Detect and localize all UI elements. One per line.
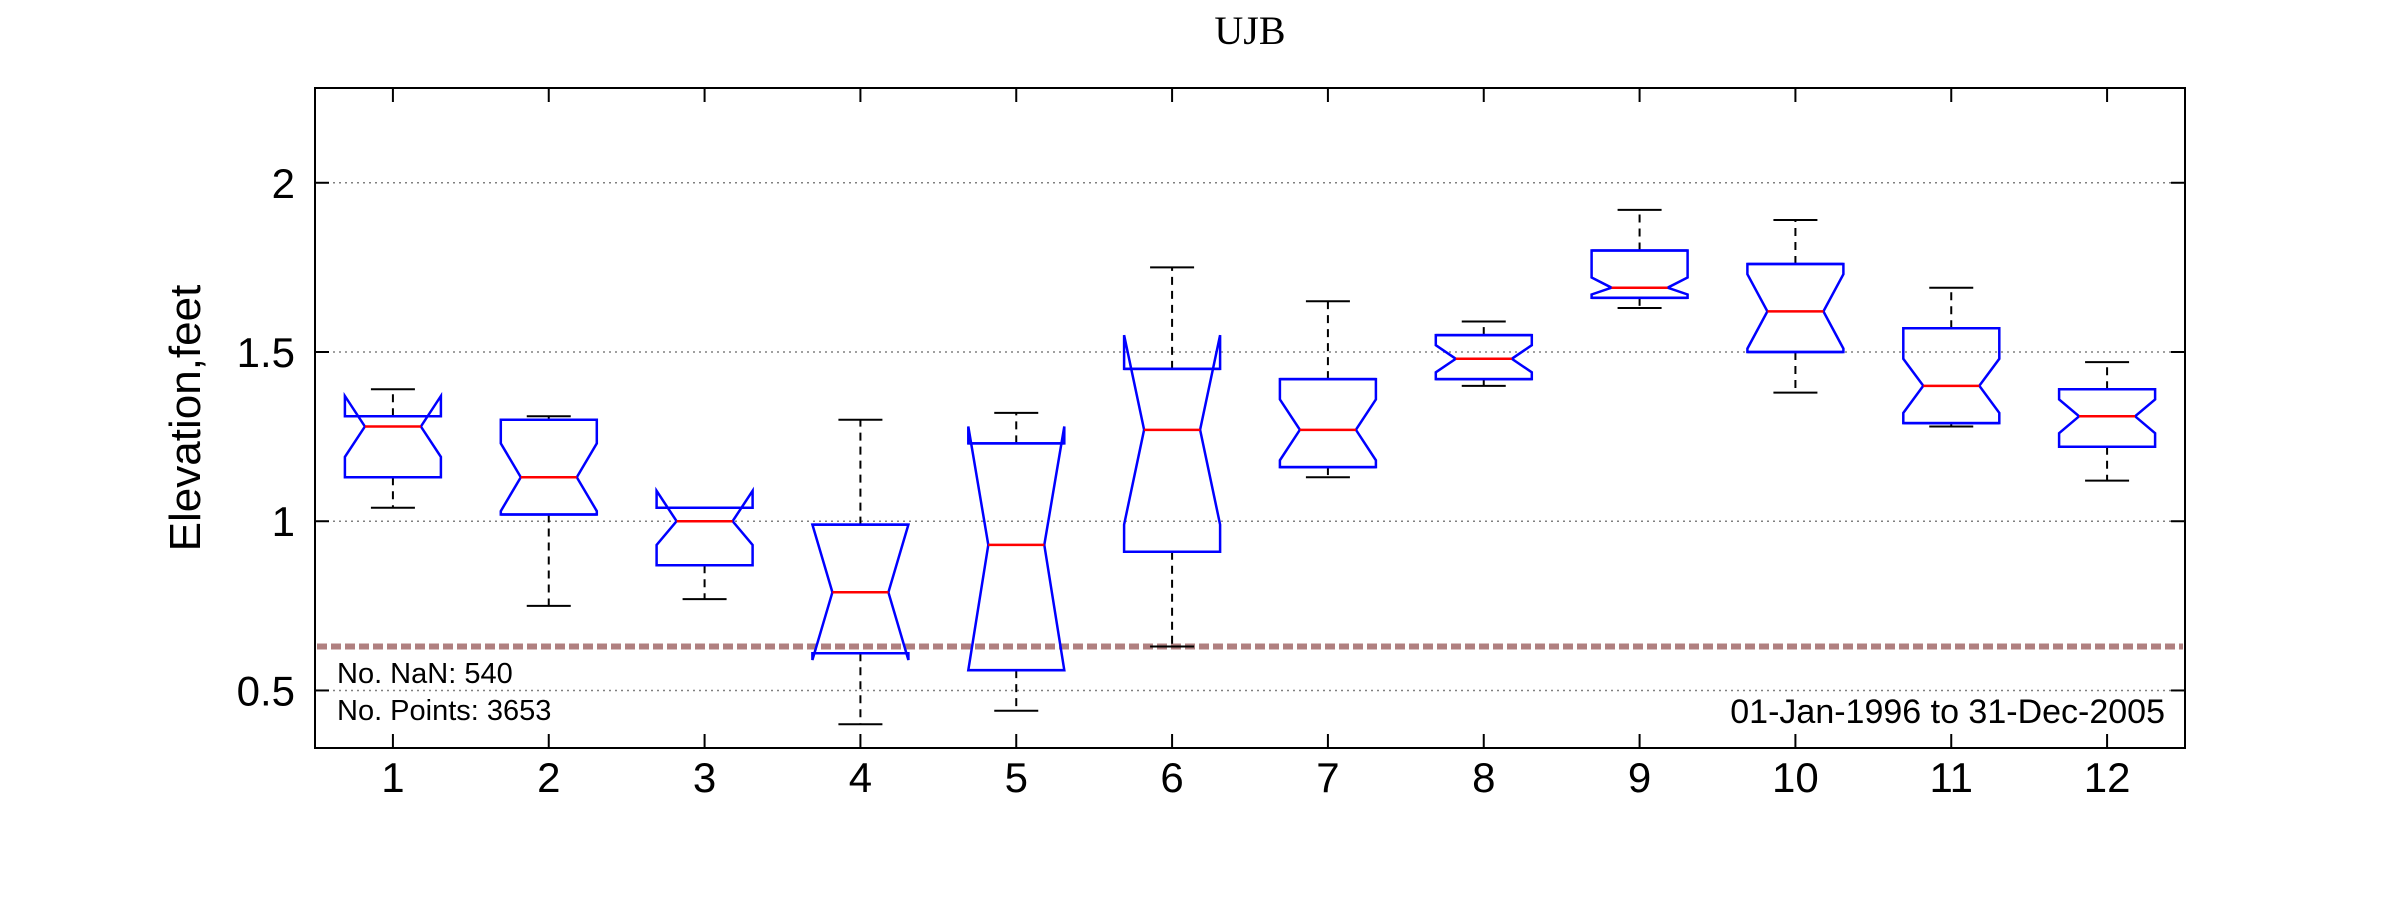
- x-tick-label: 1: [381, 754, 404, 801]
- box-month-10: [1746, 219, 1845, 394]
- box-body: [1590, 249, 1689, 300]
- box-body: [1434, 333, 1534, 381]
- y-tick-label: 2: [272, 160, 295, 207]
- x-tick-label: 12: [2084, 754, 2131, 801]
- y-tick-label: 0.5: [237, 667, 295, 714]
- box-month-11: [1902, 286, 2001, 428]
- x-tick-label: 7: [1316, 754, 1339, 801]
- box-month-2: [499, 415, 599, 607]
- x-tick-label: 9: [1628, 754, 1651, 801]
- box-month-1: [343, 388, 443, 509]
- box-body: [1278, 377, 1378, 469]
- x-tick-label: 3: [693, 754, 716, 801]
- box-month-4: [810, 418, 911, 726]
- box-body: [966, 426, 1066, 672]
- x-tick-label: 8: [1472, 754, 1495, 801]
- boxes-group: [343, 208, 2157, 726]
- box-month-5: [966, 411, 1066, 712]
- grid-lines: [315, 182, 2185, 692]
- plot-area-frame: [314, 87, 2186, 749]
- x-tick-label: 11: [1929, 754, 1973, 801]
- box-body: [499, 418, 599, 516]
- x-tick-label: 10: [1772, 754, 1819, 801]
- x-tick-label: 4: [849, 754, 872, 801]
- box-month-7: [1278, 300, 1378, 479]
- box-month-12: [2057, 361, 2157, 482]
- box-month-3: [655, 486, 754, 601]
- box-body: [655, 486, 754, 567]
- box-month-9: [1590, 208, 1689, 309]
- nan-count-annotation: No. NaN: 540: [337, 658, 513, 690]
- y-tick-label: 1: [272, 498, 295, 545]
- box-body: [343, 391, 443, 479]
- box-body: [2057, 387, 2157, 449]
- ticks-group: 0.511.521 2 3 4 5 6 7 8 9 10 11 12: [237, 88, 2185, 801]
- chart-title: UJB: [1214, 8, 1285, 53]
- y-axis-label-group: Elevation,feet: [161, 285, 210, 552]
- x-tick-label: 5: [1005, 754, 1028, 801]
- box-month-8: [1434, 320, 1534, 387]
- points-count-annotation: No. Points: 3653: [337, 695, 551, 727]
- box-body: [1122, 334, 1222, 553]
- box-body: [1746, 262, 1845, 354]
- y-tick-label: 1.5: [237, 329, 295, 376]
- box-body: [1902, 327, 2001, 425]
- box-month-6: [1122, 266, 1222, 648]
- x-tick-label: 2: [537, 754, 560, 801]
- x-tick-label: 6: [1160, 754, 1183, 801]
- y-axis-label: Elevation,feet: [161, 285, 210, 552]
- date-range-annotation: 01-Jan-1996 to 31-Dec-2005: [1730, 693, 2165, 731]
